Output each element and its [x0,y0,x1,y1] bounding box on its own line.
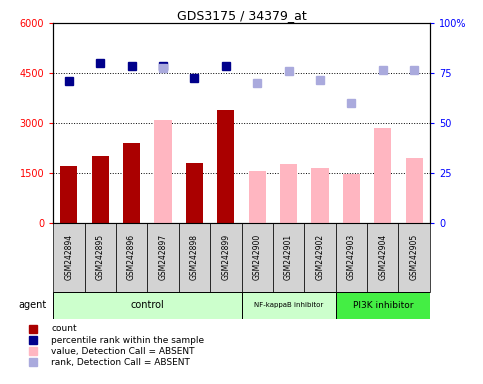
Text: GSM242898: GSM242898 [190,234,199,280]
Text: GSM242895: GSM242895 [96,234,105,280]
Text: control: control [130,300,164,310]
Bar [273,223,304,292]
Text: agent: agent [19,300,47,310]
Text: NF-kappaB inhibitor: NF-kappaB inhibitor [254,302,323,308]
Bar [374,128,391,223]
Text: GSM242902: GSM242902 [315,234,325,280]
Text: percentile rank within the sample: percentile rank within the sample [51,336,204,344]
Bar [92,156,109,223]
Bar [242,292,336,319]
Text: GSM242900: GSM242900 [253,234,262,280]
Bar [60,166,77,223]
Bar [155,119,171,223]
Bar [186,163,203,223]
Text: count: count [51,324,77,333]
Bar [217,109,234,223]
Bar [312,168,328,223]
Text: GSM242905: GSM242905 [410,234,419,280]
Bar [242,223,273,292]
Text: PI3K inhibitor: PI3K inhibitor [353,301,413,310]
Bar [210,223,242,292]
Text: GSM242894: GSM242894 [64,234,73,280]
Bar [249,171,266,223]
Bar [336,223,367,292]
Text: GSM242901: GSM242901 [284,234,293,280]
Text: GSM242896: GSM242896 [127,234,136,280]
Bar [304,223,336,292]
Bar [367,223,398,292]
Bar [53,292,242,319]
Bar [179,223,210,292]
Text: GSM242899: GSM242899 [221,234,230,280]
Bar [336,292,430,319]
Text: GSM242904: GSM242904 [378,234,387,280]
Title: GDS3175 / 34379_at: GDS3175 / 34379_at [177,9,306,22]
Text: rank, Detection Call = ABSENT: rank, Detection Call = ABSENT [51,358,190,367]
Text: GSM242897: GSM242897 [158,234,168,280]
Bar [85,223,116,292]
Bar [147,223,179,292]
Bar [53,223,85,292]
Bar [343,174,360,223]
Text: value, Detection Call = ABSENT: value, Detection Call = ABSENT [51,347,195,356]
Bar [406,158,423,223]
Bar [123,143,140,223]
Bar [116,223,147,292]
Bar [398,223,430,292]
Bar [280,164,297,223]
Text: GSM242903: GSM242903 [347,234,356,280]
